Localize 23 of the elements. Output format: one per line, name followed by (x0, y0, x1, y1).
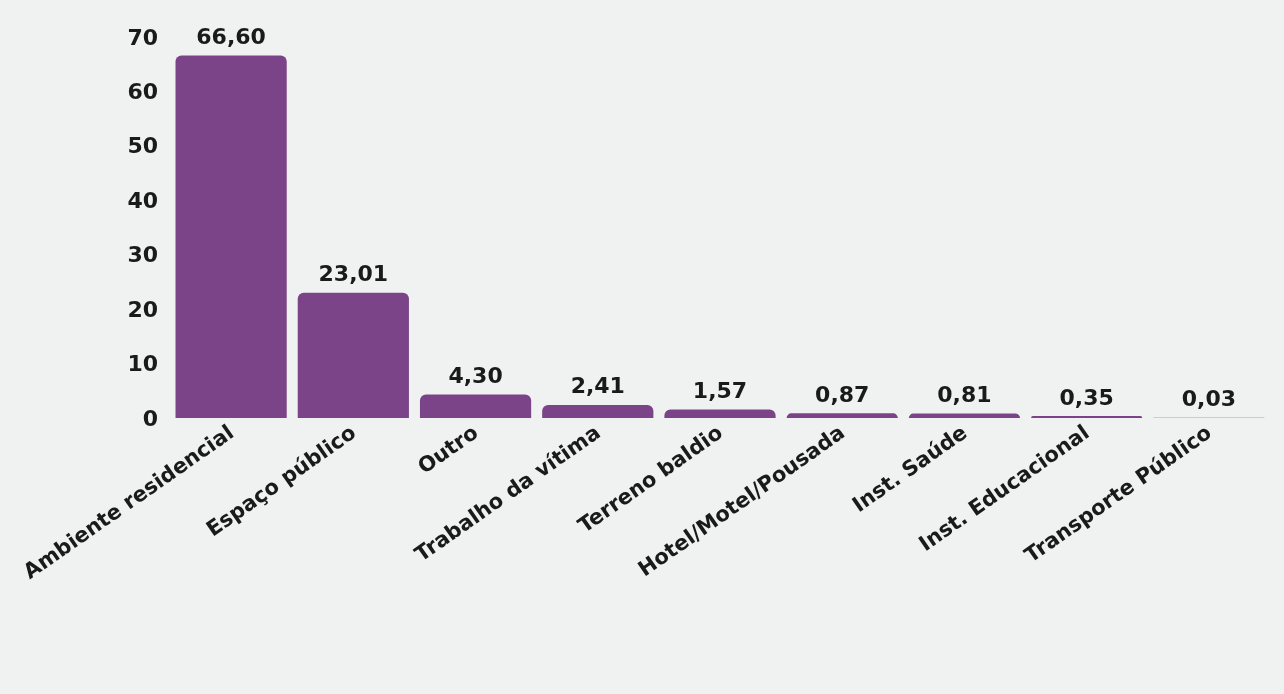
data-label: 1,57 (692, 377, 748, 403)
bar (542, 404, 654, 418)
data-label: 66,60 (196, 24, 266, 50)
bar (664, 409, 776, 418)
y-tick-label: 10 (127, 351, 158, 377)
bar (908, 413, 1021, 418)
data-label: 0,87 (815, 381, 870, 407)
bar (786, 413, 898, 418)
data-label: 0,03 (1181, 386, 1237, 412)
y-tick-label: 30 (127, 242, 158, 268)
data-label: 0,35 (1059, 384, 1114, 410)
y-tick-label: 40 (127, 187, 158, 213)
bar (297, 292, 409, 418)
y-tick-label: 60 (127, 78, 158, 104)
data-label: 0,81 (937, 382, 992, 408)
y-tick-label: 70 (127, 24, 158, 50)
data-label: 23,01 (318, 261, 389, 287)
data-label: 2,41 (570, 373, 625, 399)
data-label: 4,30 (448, 363, 503, 389)
bar (419, 394, 532, 418)
y-tick-label: 50 (127, 133, 158, 159)
bar (175, 55, 287, 418)
y-tick-label: 20 (127, 296, 158, 322)
